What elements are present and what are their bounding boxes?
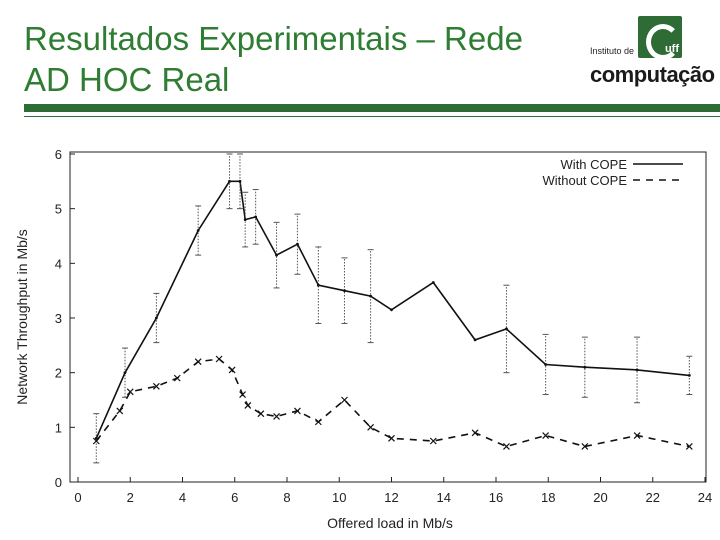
- data-point-with-cope: [369, 294, 372, 298]
- y-tick-label: 1: [55, 420, 62, 435]
- logo-line-1: Instituto de: [590, 46, 635, 56]
- y-tick-label: 4: [55, 256, 62, 271]
- data-point-with-cope: [196, 229, 200, 232]
- x-tick-label: 6: [231, 490, 238, 505]
- data-point-without-cope: [685, 443, 693, 450]
- data-point-with-cope: [123, 371, 127, 375]
- data-point-without-cope: [273, 412, 280, 420]
- x-tick-label: 12: [384, 490, 398, 505]
- data-point-with-cope: [505, 327, 508, 331]
- data-point-without-cope: [367, 423, 375, 431]
- data-point-with-cope: [583, 365, 587, 369]
- y-tick-label: 5: [55, 202, 62, 217]
- logo-mark-icon: uff: [638, 16, 682, 60]
- title-divider-thin: [24, 116, 720, 117]
- data-point-with-cope: [243, 218, 247, 221]
- data-point-without-cope: [257, 410, 265, 418]
- x-tick-label: 20: [593, 490, 607, 505]
- x-tick-label: 0: [74, 490, 81, 505]
- legend-label-with-cope: With COPE: [561, 157, 628, 172]
- x-axis-label: Offered load in Mb/s: [327, 515, 453, 531]
- data-point-with-cope: [431, 281, 435, 284]
- data-point-with-cope: [390, 308, 393, 312]
- data-point-with-cope: [296, 242, 299, 246]
- data-point-without-cope: [503, 443, 510, 450]
- institute-logo: uff Instituto de computação: [590, 16, 715, 100]
- logo-mark-text: uff: [664, 43, 679, 55]
- x-tick-label: 18: [541, 490, 555, 505]
- x-tick-label: 4: [179, 490, 186, 505]
- data-point-with-cope: [473, 338, 477, 342]
- plot-frame: [69, 151, 707, 483]
- legend-label-without-cope: Without COPE: [542, 173, 627, 188]
- data-point-without-cope: [173, 374, 181, 382]
- slide-title-line-2: AD HOC Real: [24, 61, 230, 98]
- data-point-without-cope: [471, 429, 479, 437]
- x-tick-label: 22: [646, 490, 660, 505]
- series-line-without-cope: [95, 358, 690, 448]
- x-tick-label: 24: [698, 490, 712, 505]
- slide-title: Resultados Experimentais – Rede AD HOC R…: [24, 18, 564, 100]
- data-point-without-cope: [116, 407, 124, 415]
- data-point-without-cope: [429, 437, 437, 445]
- y-tick-label: 6: [55, 147, 62, 162]
- data-point-without-cope: [314, 418, 322, 426]
- y-tick-label: 0: [55, 475, 62, 490]
- slide-title-line-1: Resultados Experimentais – Rede: [24, 20, 523, 57]
- data-point-without-cope: [194, 358, 202, 366]
- x-tick-label: 10: [332, 490, 346, 505]
- logo-line-2: computação: [590, 62, 715, 87]
- x-tick-label: 8: [283, 490, 290, 505]
- data-point-with-cope: [254, 215, 258, 219]
- data-point-without-cope: [581, 443, 589, 450]
- data-point-with-cope: [635, 368, 639, 372]
- data-point-without-cope: [341, 396, 348, 404]
- data-point-without-cope: [633, 432, 641, 439]
- y-tick-label: 3: [55, 311, 62, 326]
- y-axis-label: Network Throughput in Mb/s: [14, 229, 30, 405]
- y-tick-label: 2: [55, 366, 62, 381]
- data-point-with-cope: [316, 283, 320, 287]
- data-point-without-cope: [294, 407, 301, 415]
- x-tick-label: 2: [127, 490, 134, 505]
- data-point-with-cope: [275, 253, 278, 257]
- data-point-with-cope: [228, 179, 231, 183]
- data-point-without-cope: [215, 355, 223, 363]
- data-point-without-cope: [388, 434, 395, 442]
- data-point-with-cope: [343, 289, 346, 293]
- data-point-without-cope: [244, 402, 252, 409]
- data-point-without-cope: [152, 382, 160, 390]
- data-point-with-cope: [238, 179, 242, 183]
- x-tick-label: 14: [437, 490, 451, 505]
- data-point-without-cope: [239, 391, 247, 398]
- data-point-without-cope: [542, 432, 550, 439]
- data-point-with-cope: [687, 374, 691, 377]
- data-point-with-cope: [544, 363, 548, 366]
- data-point-without-cope: [126, 388, 134, 396]
- data-point-without-cope: [228, 366, 236, 374]
- x-tick-label: 16: [489, 490, 503, 505]
- data-point-without-cope: [92, 437, 100, 445]
- data-point-with-cope: [154, 316, 158, 320]
- title-divider: [24, 104, 720, 112]
